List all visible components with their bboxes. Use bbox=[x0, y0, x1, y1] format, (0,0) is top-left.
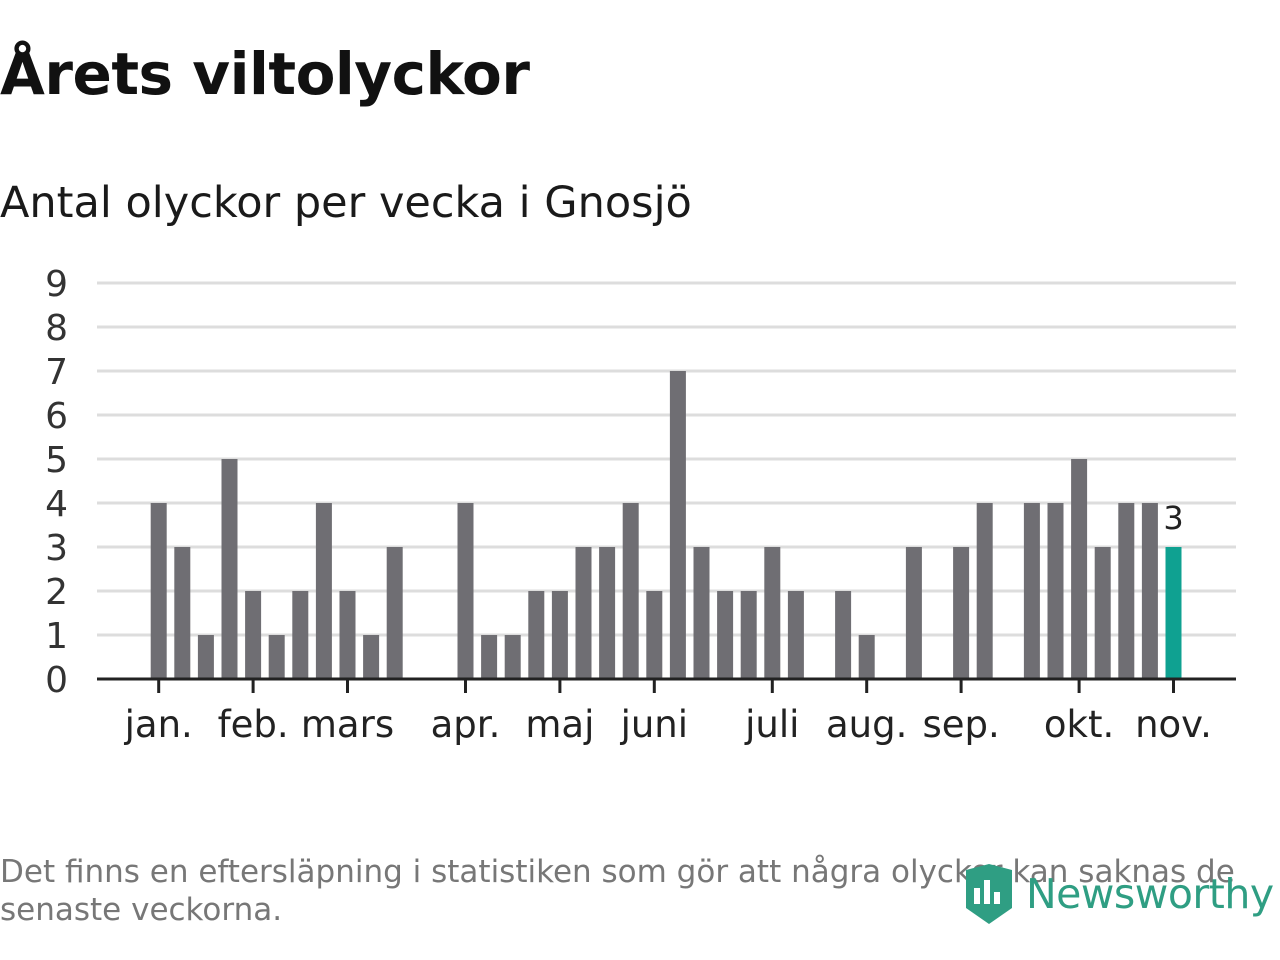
x-axis-ticks: jan. feb. mars apr. maj juni juli aug. sep. okt. n… bbox=[124, 679, 1212, 746]
bar bbox=[1094, 547, 1111, 679]
x-tick-label: sep. bbox=[922, 703, 999, 746]
y-tick-label: 4 bbox=[45, 484, 68, 525]
bar bbox=[292, 591, 309, 679]
bar bbox=[481, 635, 498, 679]
bar bbox=[953, 547, 970, 679]
newsworthy-logo-icon bbox=[966, 864, 1012, 924]
bar bbox=[174, 547, 191, 679]
x-tick-label: okt. bbox=[1044, 703, 1114, 746]
highlight-value-label: 3 bbox=[1163, 499, 1183, 537]
newsworthy-logo: Newsworthy bbox=[962, 862, 1274, 926]
x-tick-label: juli bbox=[744, 703, 799, 746]
newsworthy-logo-text: Newsworthy bbox=[1026, 870, 1274, 918]
y-tick-label: 3 bbox=[45, 528, 68, 569]
bar bbox=[669, 371, 686, 679]
bar bbox=[976, 503, 993, 679]
bar bbox=[363, 635, 380, 679]
bar bbox=[386, 547, 403, 679]
bar bbox=[1071, 459, 1088, 679]
bar bbox=[717, 591, 734, 679]
bar bbox=[575, 547, 592, 679]
x-tick-label: juni bbox=[620, 703, 688, 746]
bar bbox=[1047, 503, 1064, 679]
bar bbox=[504, 635, 521, 679]
y-tick-label: 2 bbox=[45, 572, 68, 613]
x-tick-label: apr. bbox=[431, 703, 501, 746]
bar bbox=[764, 547, 781, 679]
x-tick-label: aug. bbox=[826, 703, 907, 746]
page-title: Årets viltolyckor bbox=[0, 40, 530, 108]
bar bbox=[150, 503, 167, 679]
bar bbox=[599, 547, 616, 679]
chart-subtitle: Antal olyckor per vecka i Gnosjö bbox=[0, 178, 692, 228]
bars bbox=[150, 371, 1182, 679]
bar bbox=[315, 503, 332, 679]
y-tick-label: 7 bbox=[45, 352, 68, 393]
bar bbox=[197, 635, 214, 679]
bar bbox=[693, 547, 710, 679]
grid-layer bbox=[97, 281, 1236, 637]
bar bbox=[905, 547, 922, 679]
y-tick-label: 1 bbox=[45, 616, 68, 657]
bar bbox=[268, 635, 285, 679]
x-tick-label: maj bbox=[525, 703, 594, 746]
y-tick-label: 9 bbox=[45, 264, 68, 305]
bar bbox=[551, 591, 568, 679]
y-tick-label: 0 bbox=[45, 660, 68, 701]
y-tick-label: 6 bbox=[45, 396, 68, 437]
bar bbox=[835, 591, 852, 679]
y-tick-label: 5 bbox=[45, 440, 68, 481]
bar bbox=[622, 503, 639, 679]
x-tick-label: jan. bbox=[124, 703, 193, 746]
y-tick-label: 8 bbox=[45, 308, 68, 349]
bar bbox=[646, 591, 663, 679]
x-tick-label: feb. bbox=[218, 703, 289, 746]
bar bbox=[245, 591, 262, 679]
x-tick-label: nov. bbox=[1135, 703, 1212, 746]
bar bbox=[1023, 503, 1040, 679]
footnote: Det finns en eftersläpning i statistiken… bbox=[0, 854, 1235, 928]
bar bbox=[1118, 503, 1135, 679]
bar bbox=[221, 459, 238, 679]
data-labels: 3 bbox=[1163, 499, 1183, 537]
x-tick-label: mars bbox=[301, 703, 394, 746]
bar bbox=[740, 591, 757, 679]
bar bbox=[457, 503, 474, 679]
bar-highlight bbox=[1165, 547, 1182, 679]
bar bbox=[339, 591, 356, 679]
bar bbox=[858, 635, 875, 679]
bar bbox=[528, 591, 545, 679]
bar bbox=[787, 591, 804, 679]
bar bbox=[1141, 503, 1158, 679]
